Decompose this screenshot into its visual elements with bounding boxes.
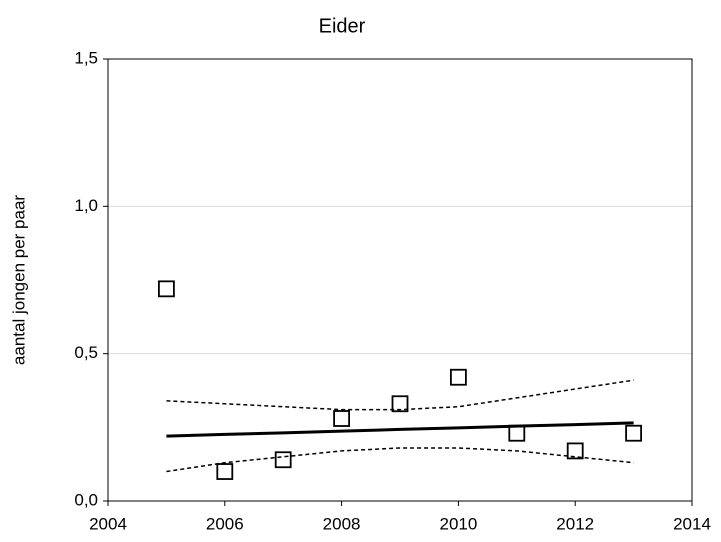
y-tick-label: 0,5	[74, 343, 98, 362]
data-point	[566, 442, 584, 460]
confidence-line	[166, 447, 634, 473]
y-tick-label: 1,0	[74, 196, 98, 215]
x-tick-label: 2010	[439, 514, 477, 533]
x-tick-label: 2004	[89, 514, 127, 533]
chart-title: Eider	[319, 15, 366, 37]
x-tick-label: 2012	[556, 514, 594, 533]
x-tick-label: 2014	[673, 514, 711, 533]
data-point	[508, 424, 526, 442]
confidence-line	[166, 379, 634, 411]
trend-line	[166, 421, 634, 438]
data-point	[157, 280, 175, 298]
data-point	[625, 424, 642, 442]
y-axis-label: aantal jongen per paar	[9, 195, 28, 365]
x-tick-label: 2006	[206, 514, 244, 533]
data-point	[333, 410, 351, 427]
y-tick-label: 1,5	[74, 48, 98, 67]
x-tick-label: 2008	[323, 514, 361, 533]
data-point	[274, 451, 292, 469]
data-point	[216, 463, 234, 480]
data-point	[449, 368, 467, 386]
plot-border	[107, 58, 693, 502]
data-point	[391, 395, 409, 413]
y-tick-label: 0,0	[74, 490, 98, 509]
